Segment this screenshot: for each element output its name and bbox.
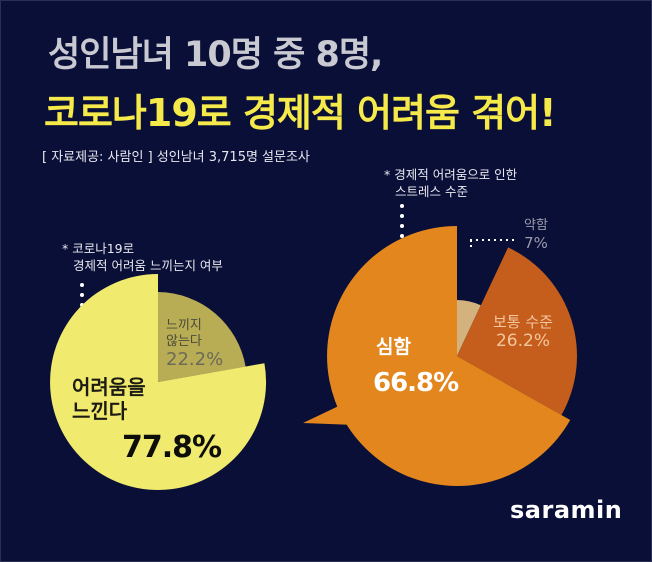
- normal-value: 26.2%: [495, 331, 550, 351]
- left-slice-felt: [50, 274, 267, 490]
- weak-label: 약함 7%: [524, 218, 548, 252]
- title-line-1: 성인남녀 10명 중 8명,: [48, 35, 383, 75]
- felt-value: 77.8%: [122, 430, 222, 465]
- not-felt-value: 22.2%: [166, 349, 224, 371]
- right-note-line2: 스트레스 수준: [395, 184, 468, 199]
- not-felt-line2: 않는다: [166, 333, 202, 349]
- normal-label: 보통 수준 26.2%: [493, 313, 553, 351]
- saramin-logo: saramin: [510, 496, 623, 524]
- right-dotted-leader: [400, 204, 404, 244]
- severe-label: 심함: [376, 336, 411, 358]
- not-felt-line1: 느끼지: [166, 318, 202, 333]
- felt-line1: 어려움을: [72, 375, 146, 399]
- felt-line2: 느낀다: [72, 399, 128, 423]
- severe-value: 66.8%: [373, 368, 459, 398]
- title-line-2: 코로나19로 경제적 어려움 겪어!: [44, 91, 556, 135]
- weak-value: 7%: [524, 233, 548, 252]
- left-note-line2: 경제적 어려움 느끼는지 여부: [73, 258, 223, 273]
- weak-label-text: 약함: [524, 218, 548, 233]
- right-slice-weak: [457, 300, 481, 356]
- source-text: [ 자료제공: 사람인 ] 성인남녀 3,715명 설문조사: [42, 150, 310, 165]
- right-note-line1: * 경제적 어려움으로 인한: [384, 167, 518, 182]
- right-slice-normal: [457, 247, 577, 416]
- not-felt-label: 느끼지 않는다 22.2%: [166, 318, 223, 371]
- right-slice-severe: [327, 226, 571, 486]
- callout-tail: [303, 403, 355, 425]
- right-chart-note: * 경제적 어려움으로 인한 스트레스 수준: [384, 166, 517, 200]
- felt-label: 어려움을 느낀다: [72, 375, 146, 423]
- left-slice-not-felt: [158, 292, 246, 382]
- left-chart-note: * 코로나19로 경제적 어려움 느끼는지 여부: [62, 240, 223, 274]
- left-note-line1: * 코로나19로: [62, 241, 135, 256]
- normal-label-text: 보통 수준: [493, 313, 553, 331]
